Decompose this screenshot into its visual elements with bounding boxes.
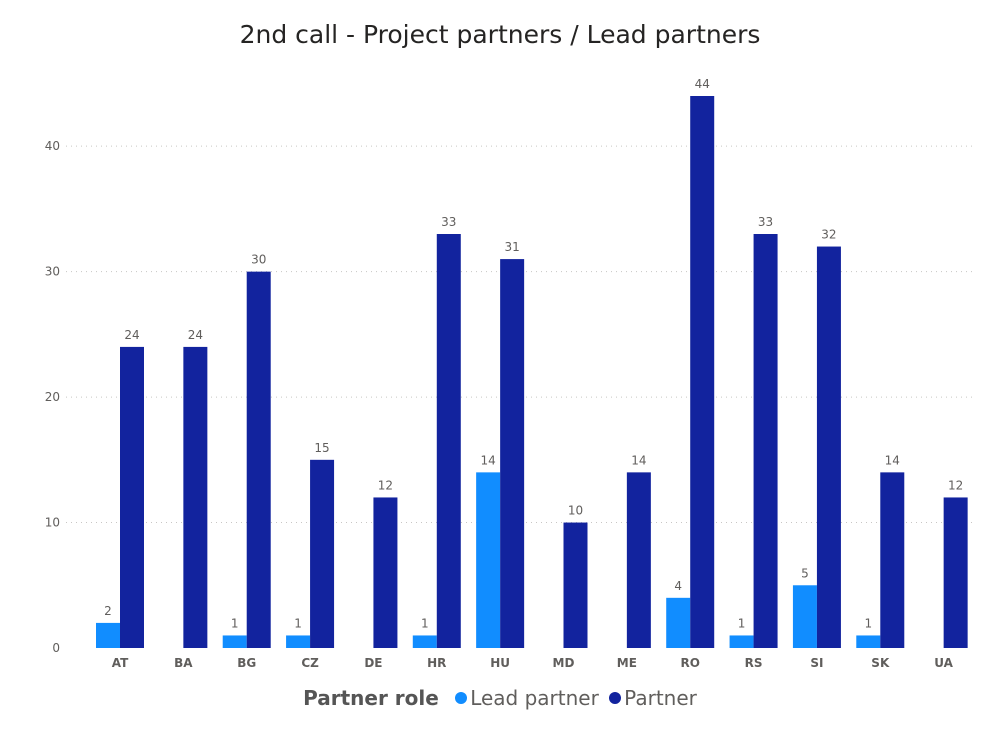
data-label: 2	[104, 604, 112, 618]
bar-partner-rs	[753, 234, 778, 648]
legend-marker-lead-partner	[455, 692, 468, 704]
bar-partner-de	[373, 497, 398, 648]
bar-partner-ro	[690, 96, 715, 648]
y-tick-label: 10	[45, 516, 60, 530]
data-label: 12	[948, 478, 963, 492]
data-label: 12	[378, 478, 393, 492]
legend: Partner role Lead partner Partner	[0, 686, 1000, 710]
bar-partner-hr	[436, 234, 461, 648]
x-tick-label-md: MD	[553, 656, 575, 670]
bar-partner-ba	[183, 346, 208, 648]
data-label: 31	[505, 240, 520, 254]
bar-lead-partner-hu	[476, 472, 501, 648]
x-tick-label-ro: RO	[680, 656, 699, 670]
legend-label-partner: Partner	[624, 686, 697, 710]
x-tick-label-hr: HR	[427, 656, 446, 670]
x-tick-label-si: SI	[810, 656, 823, 670]
bar-partner-ua	[943, 497, 968, 648]
bar-lead-partner-sk	[856, 635, 881, 648]
x-tick-label-bg: BG	[237, 656, 256, 670]
data-label: 30	[251, 253, 266, 267]
data-label: 1	[294, 616, 302, 630]
data-label: 24	[188, 328, 203, 342]
x-tick-label-me: ME	[617, 656, 637, 670]
data-label: 32	[821, 228, 836, 242]
x-tick-label-de: DE	[364, 656, 382, 670]
bar-lead-partner-hr	[412, 635, 437, 648]
x-tick-label-at: AT	[112, 656, 129, 670]
bar-partner-md	[563, 522, 588, 648]
y-tick-label: 30	[45, 265, 60, 279]
bar-partner-at	[120, 346, 144, 648]
chart-title: 2nd call - Project partners / Lead partn…	[239, 20, 761, 49]
legend-title: Partner role	[303, 686, 439, 710]
data-label: 1	[738, 616, 746, 630]
legend-marker-partner	[609, 692, 622, 704]
y-tick-label: 40	[45, 139, 60, 153]
data-label: 14	[885, 453, 900, 467]
data-label: 10	[568, 504, 583, 518]
x-tick-label-ua: UA	[934, 656, 953, 670]
data-label: 1	[864, 616, 872, 630]
data-label: 4	[674, 579, 682, 593]
legend-label-lead-partner: Lead partner	[470, 686, 599, 710]
bar-lead-partner-cz	[286, 635, 311, 648]
bar-partner-sk	[880, 472, 905, 648]
bar-lead-partner-si	[792, 585, 817, 648]
data-label: 14	[631, 453, 646, 467]
data-label: 1	[231, 616, 239, 630]
x-tick-label-sk: SK	[871, 656, 890, 670]
data-label: 44	[695, 77, 710, 91]
bar-lead-partner-ro	[666, 597, 691, 648]
bar-partner-cz	[310, 459, 335, 648]
bar-partner-si	[816, 246, 841, 648]
data-label: 14	[481, 453, 496, 467]
bar-lead-partner-at	[96, 622, 120, 648]
data-label: 33	[441, 215, 456, 229]
bar-partner-bg	[246, 271, 271, 648]
x-tick-label-cz: CZ	[301, 656, 319, 670]
bar-partner-me	[626, 472, 651, 648]
legend-item-partner[interactable]: Partner	[609, 686, 697, 710]
data-label: 33	[758, 215, 773, 229]
bar-lead-partner-bg	[222, 635, 247, 648]
data-label: 24	[124, 328, 139, 342]
x-tick-label-ba: BA	[174, 656, 193, 670]
legend-item-lead-partner[interactable]: Lead partner	[455, 686, 605, 710]
x-tick-label-hu: HU	[490, 656, 510, 670]
y-tick-label: 0	[52, 641, 60, 655]
bar-lead-partner-rs	[729, 635, 754, 648]
y-tick-label: 20	[45, 390, 60, 404]
x-tick-label-rs: RS	[745, 656, 763, 670]
data-label: 5	[801, 566, 809, 580]
data-label: 15	[314, 441, 329, 455]
data-label: 1	[421, 616, 429, 630]
bar-partner-hu	[500, 259, 525, 648]
